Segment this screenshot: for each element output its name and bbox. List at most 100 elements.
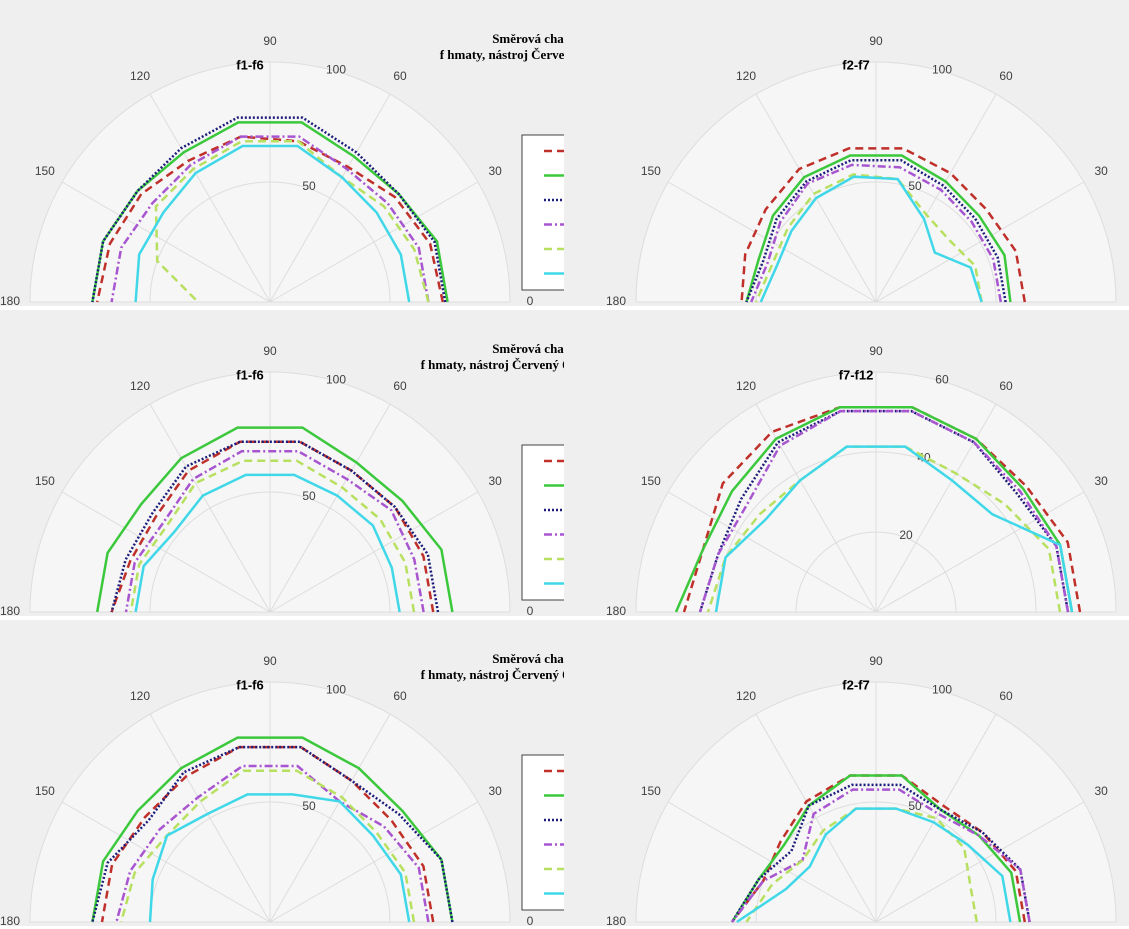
series-line <box>714 445 1074 613</box>
angular-grid <box>269 713 391 923</box>
angular-grid <box>149 713 271 923</box>
series-line <box>740 147 1027 303</box>
angular-grid <box>269 801 479 923</box>
angular-grid <box>875 491 1085 613</box>
theta-tick-label: 180 <box>606 604 626 618</box>
series-line <box>731 788 1031 923</box>
theta-tick-label: 120 <box>736 379 756 393</box>
theta-tick-label: 180 <box>606 914 626 928</box>
r-tick-label: 100 <box>932 682 952 696</box>
theta-tick-label: 180 <box>0 294 20 308</box>
theta-tick-label: 30 <box>488 784 502 798</box>
chart-title: f2-f7 <box>842 677 869 692</box>
series-line <box>119 769 416 923</box>
series-line <box>154 140 430 303</box>
r-tick-label: 100 <box>326 372 346 386</box>
theta-tick-label: 90 <box>869 344 883 358</box>
r-tick-label: 50 <box>908 799 922 813</box>
series-line <box>115 764 430 923</box>
series-line <box>674 405 1074 613</box>
series-line <box>100 745 435 923</box>
r-tick-label: 20 <box>899 528 913 542</box>
theta-tick-label: 0 <box>527 604 534 618</box>
chart-title: f2-f7 <box>842 57 869 72</box>
angular-grid <box>667 181 877 303</box>
theta-tick-label: 60 <box>393 689 407 703</box>
r-tick-label: 50 <box>302 799 316 813</box>
theta-tick-label: 30 <box>1094 474 1108 488</box>
series-line <box>736 807 1012 924</box>
series-line <box>750 163 1003 303</box>
series-line <box>730 783 1031 923</box>
series-line <box>129 459 416 613</box>
theta-tick-label: 150 <box>35 784 55 798</box>
angular-grid <box>269 403 391 613</box>
theta-tick-label: 90 <box>263 34 277 48</box>
chart-title: f1-f6 <box>236 57 263 72</box>
series-line <box>759 175 983 303</box>
angular-grid <box>269 93 391 303</box>
theta-tick-label: 150 <box>35 164 55 178</box>
series-line <box>110 440 435 613</box>
theta-tick-label: 60 <box>393 69 407 83</box>
theta-tick-label: 120 <box>130 379 150 393</box>
angular-grid <box>875 801 1085 923</box>
series-line <box>110 440 440 613</box>
r-tick-label: 50 <box>302 489 316 503</box>
theta-tick-label: 90 <box>263 344 277 358</box>
theta-tick-label: 120 <box>736 69 756 83</box>
r-tick-label: 100 <box>326 682 346 696</box>
theta-tick-label: 90 <box>869 654 883 668</box>
series-line <box>745 807 979 923</box>
series-line <box>95 426 454 613</box>
series-line <box>124 450 425 613</box>
angular-grid <box>61 491 271 613</box>
angular-grid <box>269 181 479 303</box>
theta-tick-label: 60 <box>999 689 1013 703</box>
theta-tick-label: 30 <box>488 164 502 178</box>
theta-tick-label: 90 <box>263 654 277 668</box>
r-tick-label: 100 <box>932 62 952 76</box>
theta-tick-label: 120 <box>736 689 756 703</box>
angular-grid <box>667 491 877 613</box>
theta-tick-label: 60 <box>393 379 407 393</box>
angular-grid <box>875 713 997 923</box>
chart-title: f1-f6 <box>236 367 263 382</box>
theta-tick-label: 120 <box>130 69 150 83</box>
series-line <box>110 135 430 303</box>
theta-tick-label: 0 <box>527 914 534 928</box>
chart-title: f1-f6 <box>236 677 263 692</box>
series-line <box>91 736 454 923</box>
series-line <box>148 793 411 923</box>
angular-grid <box>61 181 271 303</box>
theta-tick-label: 150 <box>641 784 661 798</box>
series-line <box>698 409 1070 613</box>
series-line <box>95 135 445 303</box>
theta-tick-label: 120 <box>130 689 150 703</box>
angular-grid <box>875 93 997 303</box>
theta-tick-label: 180 <box>0 914 20 928</box>
chart-title: f7-f12 <box>839 367 874 382</box>
theta-tick-label: 150 <box>35 474 55 488</box>
theta-tick-label: 180 <box>0 604 20 618</box>
angular-grid <box>149 93 271 303</box>
r-tick-label: 100 <box>326 62 346 76</box>
series-line <box>745 154 1012 303</box>
theta-tick-label: 0 <box>527 294 534 308</box>
theta-tick-label: 30 <box>1094 164 1108 178</box>
theta-tick-label: 30 <box>1094 784 1108 798</box>
theta-tick-label: 180 <box>606 294 626 308</box>
series-line <box>134 144 411 303</box>
theta-tick-label: 150 <box>641 474 661 488</box>
theta-tick-label: 60 <box>999 69 1013 83</box>
theta-tick-label: 60 <box>999 379 1013 393</box>
r-tick-label: 50 <box>908 179 922 193</box>
angular-grid <box>61 801 271 923</box>
angular-grid <box>269 491 479 613</box>
theta-tick-label: 90 <box>869 34 883 48</box>
series-line <box>706 445 1062 613</box>
angular-grid <box>755 713 877 923</box>
r-tick-label: 50 <box>302 179 316 193</box>
series-line <box>730 774 1022 923</box>
